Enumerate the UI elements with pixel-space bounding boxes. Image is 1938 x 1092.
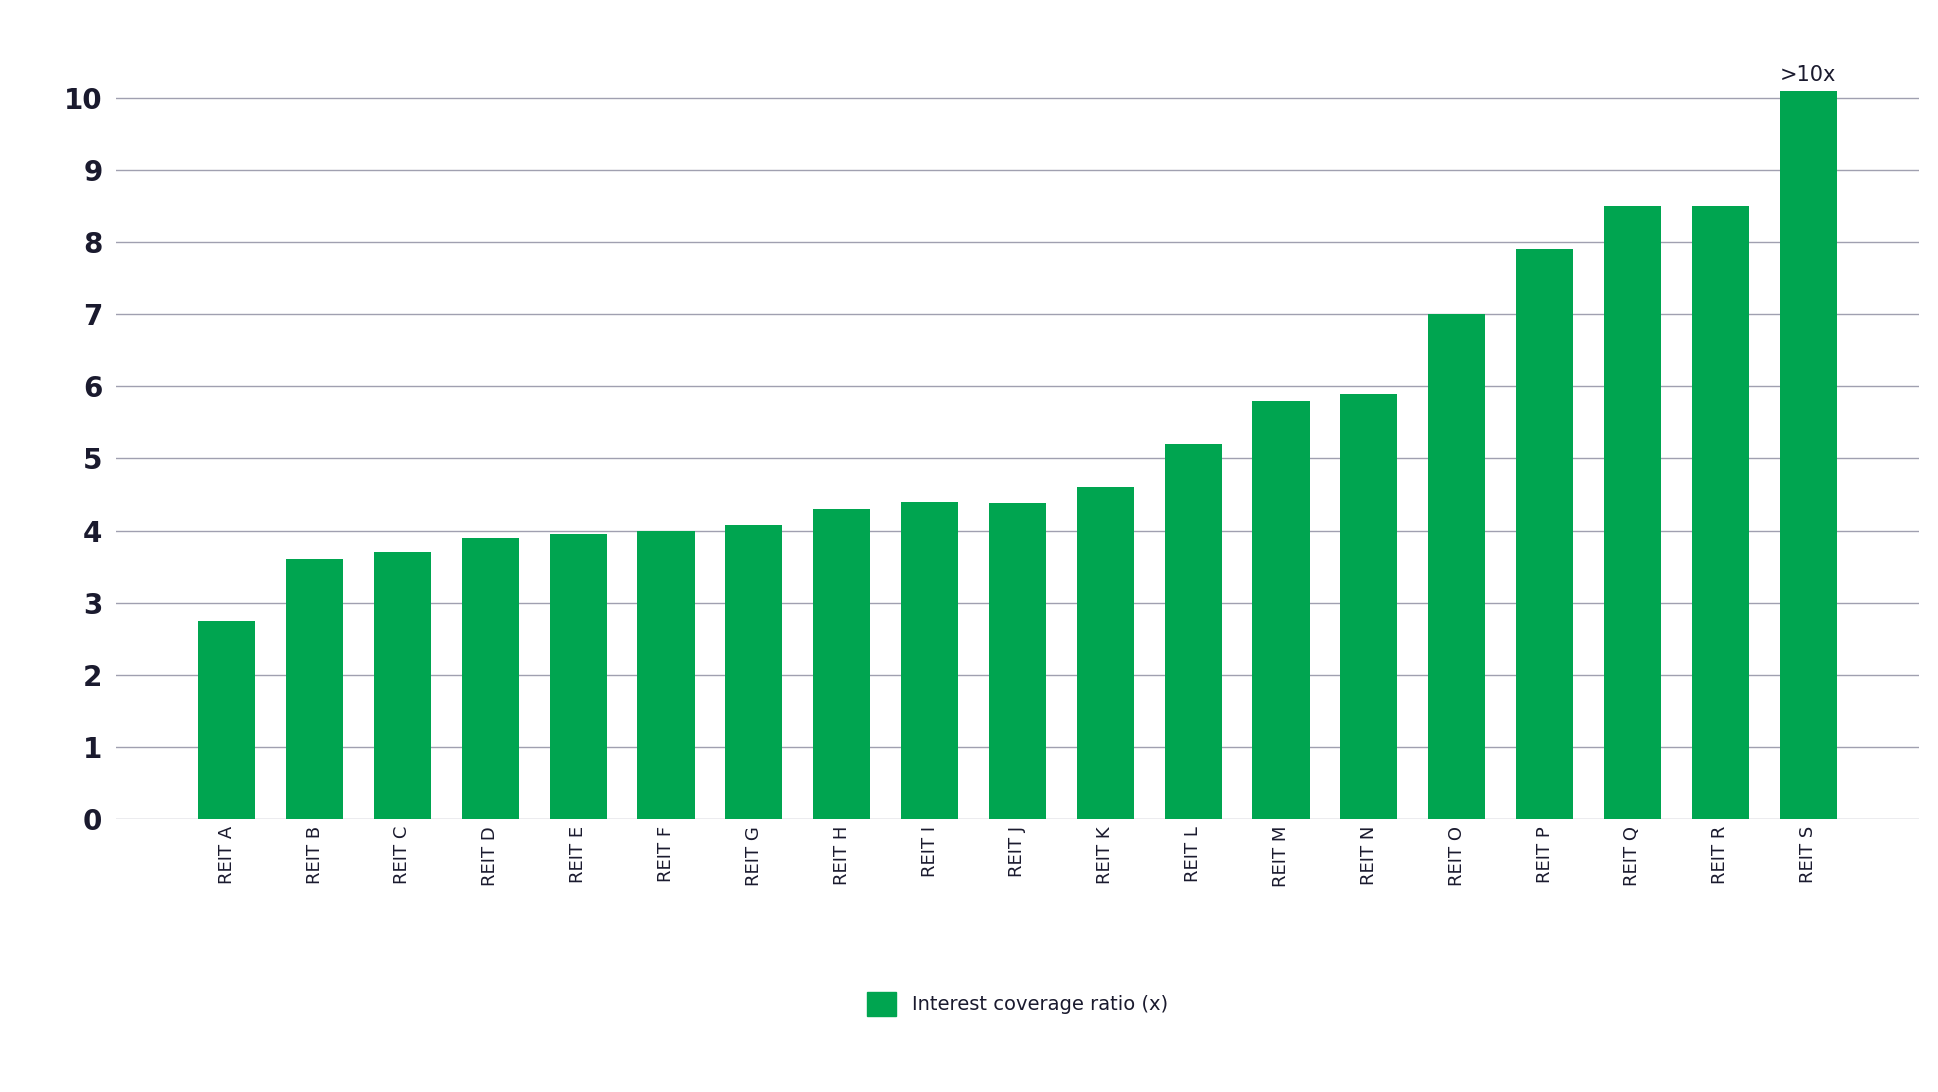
Bar	[287, 559, 343, 819]
Bar	[814, 509, 870, 819]
Bar	[988, 503, 1047, 819]
Bar	[901, 501, 957, 819]
Bar	[1779, 91, 1837, 819]
Bar	[1341, 393, 1397, 819]
Bar	[638, 531, 694, 819]
Text: >10x: >10x	[1779, 64, 1837, 85]
Bar	[1252, 401, 1310, 819]
Bar	[198, 620, 256, 819]
Bar	[725, 525, 783, 819]
Bar	[1605, 206, 1661, 819]
Bar	[1078, 487, 1134, 819]
Bar	[1692, 206, 1748, 819]
Bar	[1516, 249, 1574, 819]
Bar	[1428, 314, 1485, 819]
Bar	[374, 553, 430, 819]
Bar	[550, 534, 607, 819]
Bar	[461, 537, 519, 819]
Legend: Interest coverage ratio (x): Interest coverage ratio (x)	[859, 984, 1176, 1023]
Bar	[1165, 444, 1221, 819]
